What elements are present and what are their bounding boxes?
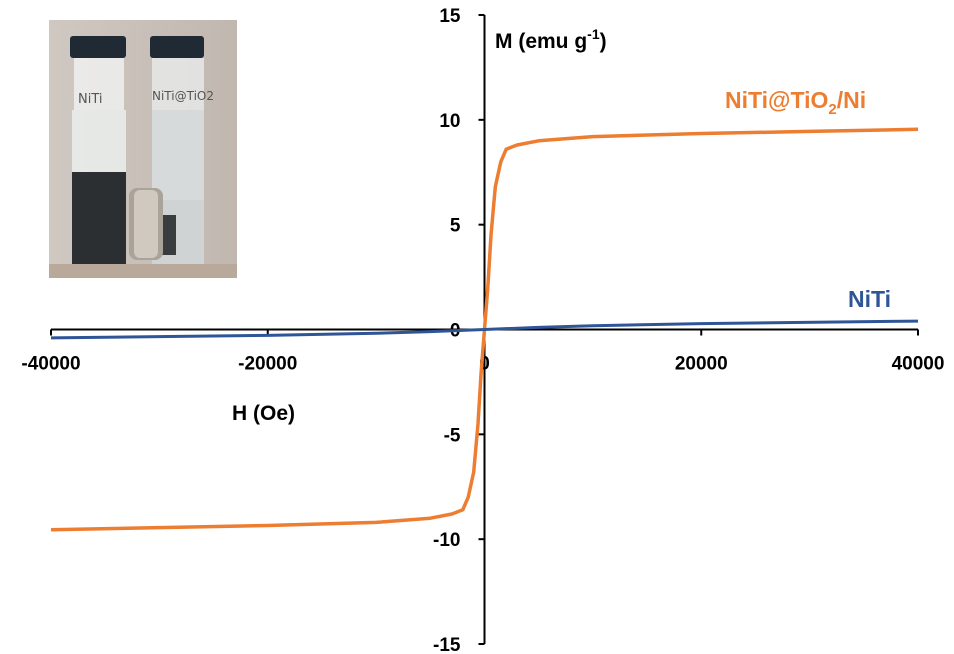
y-tick-label: 15 <box>439 6 461 27</box>
y-tick-label: -15 <box>433 635 461 654</box>
series-label-niti-tio2-ni: NiTi@TiO2/Ni <box>725 87 866 118</box>
x-tick-label: 40000 <box>892 354 945 375</box>
vial-niti: NiTi <box>70 36 126 264</box>
series-line-1 <box>50 319 919 340</box>
vial-left-label: NiTi <box>78 92 103 107</box>
x-tick-label: -20000 <box>238 354 297 375</box>
inset-photo: NiTi NiTi@TiO2 <box>49 20 237 278</box>
vial-right-label: NiTi@TiO2 <box>152 89 214 103</box>
series-label-niti: NiTi <box>848 286 891 312</box>
series-group <box>50 127 919 532</box>
y-axis-title: M (emu g-1) <box>495 26 607 53</box>
x-tick-label: -40000 <box>21 354 80 375</box>
x-axis-title: H (Oe) <box>232 402 295 425</box>
magnet <box>129 188 163 260</box>
y-tick-label: 5 <box>450 216 461 237</box>
y-tick-label: -5 <box>444 425 461 446</box>
x-tick-label: 20000 <box>675 354 728 375</box>
x-tick-label: 0 <box>479 354 490 375</box>
y-tick-label: -10 <box>433 530 460 551</box>
y-tick-label: 10 <box>439 111 460 132</box>
